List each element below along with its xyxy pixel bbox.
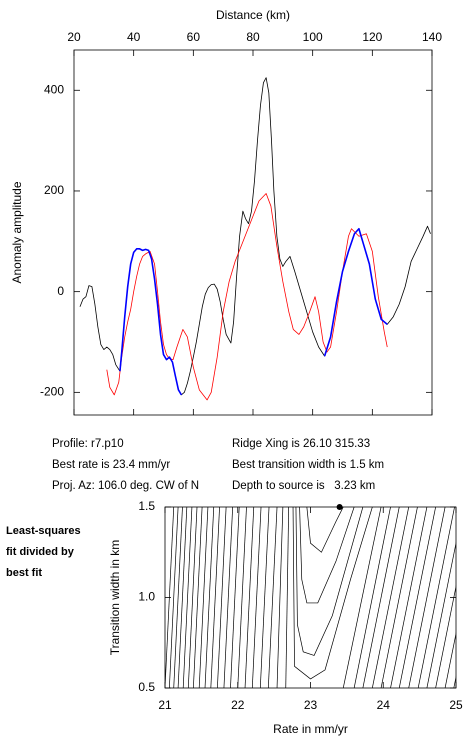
x-tick-label: 20 (67, 30, 81, 44)
contour-line (276, 507, 284, 688)
plot-area (79, 77, 431, 401)
contour-line (285, 507, 290, 688)
side-note: Least-squares (6, 525, 81, 537)
plot-frame (164, 506, 457, 689)
y-axis-title: Anomaly amplitude (10, 181, 24, 283)
x-tick-label: 23 (304, 698, 318, 712)
info-text: Proj. Az: 106.0 deg. CW of N (52, 480, 199, 492)
contour-line (187, 507, 198, 688)
contour-line (177, 507, 188, 688)
info-text: Best transition width is 1.5 km (232, 459, 384, 471)
contour-line (198, 507, 209, 688)
contour-line (267, 507, 278, 688)
x-tick-label: 24 (377, 698, 391, 712)
contour-line (230, 507, 240, 688)
x-axis-title: Rate in mm/yr (273, 722, 348, 736)
x-tick-label: 100 (303, 30, 323, 44)
contour-line (435, 584, 456, 688)
contour-line (306, 507, 344, 553)
contour-line (165, 507, 175, 688)
contour-line (380, 507, 418, 688)
contour-line (398, 507, 436, 688)
contour-line (342, 507, 382, 688)
contour-line (417, 507, 455, 688)
contour-line (292, 507, 373, 680)
y-tick-label: 1.5 (138, 499, 155, 513)
y-tick-label: 0.5 (138, 680, 155, 694)
info-text: Ridge Xing is 26.10 315.33 (232, 438, 370, 450)
info-text: Depth to source is 3.23 km (232, 480, 375, 492)
y-axis-title: Transition width in km (108, 540, 122, 656)
contour-line (169, 507, 179, 688)
plot-area (165, 507, 456, 688)
x-tick-label: 25 (449, 698, 463, 712)
contour-line (362, 507, 400, 688)
plot-frame (73, 49, 433, 416)
data-line (106, 193, 388, 401)
contour-line (173, 507, 183, 688)
contour-line (204, 507, 215, 688)
contour-line (251, 507, 262, 688)
best-fit-point (336, 504, 343, 510)
x-tick-label: 120 (362, 30, 382, 44)
contour-line (223, 507, 234, 688)
y-tick-label: 200 (44, 183, 64, 197)
contour-line (237, 507, 247, 688)
contour-line (353, 507, 391, 688)
side-note: best fit (6, 567, 42, 579)
x-axis-title: Distance (km) (216, 8, 290, 22)
contour-line (444, 631, 456, 688)
side-note: fit divided by (6, 546, 75, 558)
contour-line (210, 507, 220, 688)
x-tick-label: 80 (246, 30, 260, 44)
x-tick-label: 60 (187, 30, 201, 44)
y-tick-label: 400 (44, 82, 64, 96)
info-text: Best rate is 23.4 mm/yr (52, 459, 170, 471)
data-line (119, 248, 183, 396)
contour-line (182, 507, 193, 688)
contour-line (299, 507, 355, 604)
y-tick-label: 1.0 (138, 590, 155, 604)
contour-line (193, 507, 203, 688)
contour-line (371, 507, 410, 688)
contour-line (390, 507, 428, 688)
x-tick-label: 40 (127, 30, 141, 44)
data-line (79, 77, 431, 396)
y-tick-label: 0 (57, 284, 64, 298)
contour-line (244, 507, 255, 688)
x-tick-label: 21 (158, 698, 172, 712)
contour-line (408, 507, 446, 688)
info-text: Profile: r7.p10 (52, 438, 124, 450)
y-tick-label: -200 (40, 385, 64, 399)
contour-line (217, 507, 227, 688)
contour-line (295, 507, 364, 656)
x-tick-label: 22 (231, 698, 245, 712)
contour-line (426, 541, 456, 688)
data-line (323, 227, 388, 357)
x-tick-label: 140 (422, 30, 442, 44)
contour-line (259, 507, 270, 688)
